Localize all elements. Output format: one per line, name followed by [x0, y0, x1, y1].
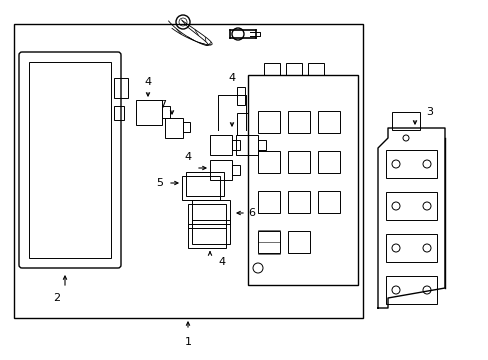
FancyBboxPatch shape	[19, 52, 121, 268]
Text: 3: 3	[426, 107, 433, 117]
Bar	[317, 191, 339, 213]
Bar	[187, 204, 225, 228]
Bar	[162, 106, 170, 118]
Bar	[287, 111, 309, 133]
Text: 4: 4	[218, 257, 225, 267]
Bar	[185, 172, 224, 196]
Bar	[385, 276, 436, 304]
Text: 6: 6	[247, 208, 254, 218]
Text: 1: 1	[184, 337, 191, 347]
Bar	[29, 62, 111, 258]
Bar	[287, 191, 309, 213]
Bar	[285, 63, 302, 75]
Bar	[385, 234, 436, 262]
Bar	[317, 111, 339, 133]
Bar	[231, 165, 240, 175]
Bar	[209, 160, 231, 180]
Bar	[258, 151, 280, 173]
Bar	[114, 106, 124, 120]
Text: 4: 4	[184, 152, 192, 162]
Bar	[136, 100, 162, 125]
Bar	[391, 112, 419, 130]
Bar	[287, 151, 309, 173]
Bar	[209, 135, 231, 155]
Bar	[187, 224, 225, 248]
Text: 7: 7	[159, 100, 166, 110]
Text: 2: 2	[53, 293, 61, 303]
Bar	[231, 140, 240, 150]
Bar	[258, 231, 280, 253]
Bar	[264, 63, 280, 75]
Bar	[258, 191, 280, 213]
Bar	[192, 220, 229, 244]
Bar	[237, 113, 247, 135]
Bar	[287, 231, 309, 253]
Bar	[114, 78, 128, 98]
Text: 5: 5	[156, 178, 163, 188]
Bar	[192, 200, 229, 224]
Bar	[164, 118, 183, 138]
Bar	[247, 75, 357, 285]
Bar	[385, 192, 436, 220]
Text: 4: 4	[228, 73, 235, 83]
Text: 4: 4	[144, 77, 151, 87]
Bar	[14, 24, 362, 318]
Bar	[237, 87, 244, 105]
Bar	[258, 111, 280, 133]
Bar	[317, 151, 339, 173]
Bar	[385, 150, 436, 178]
Bar	[258, 140, 265, 150]
Bar	[307, 63, 324, 75]
Bar	[183, 122, 190, 132]
Bar	[236, 135, 258, 155]
Bar	[182, 176, 220, 200]
